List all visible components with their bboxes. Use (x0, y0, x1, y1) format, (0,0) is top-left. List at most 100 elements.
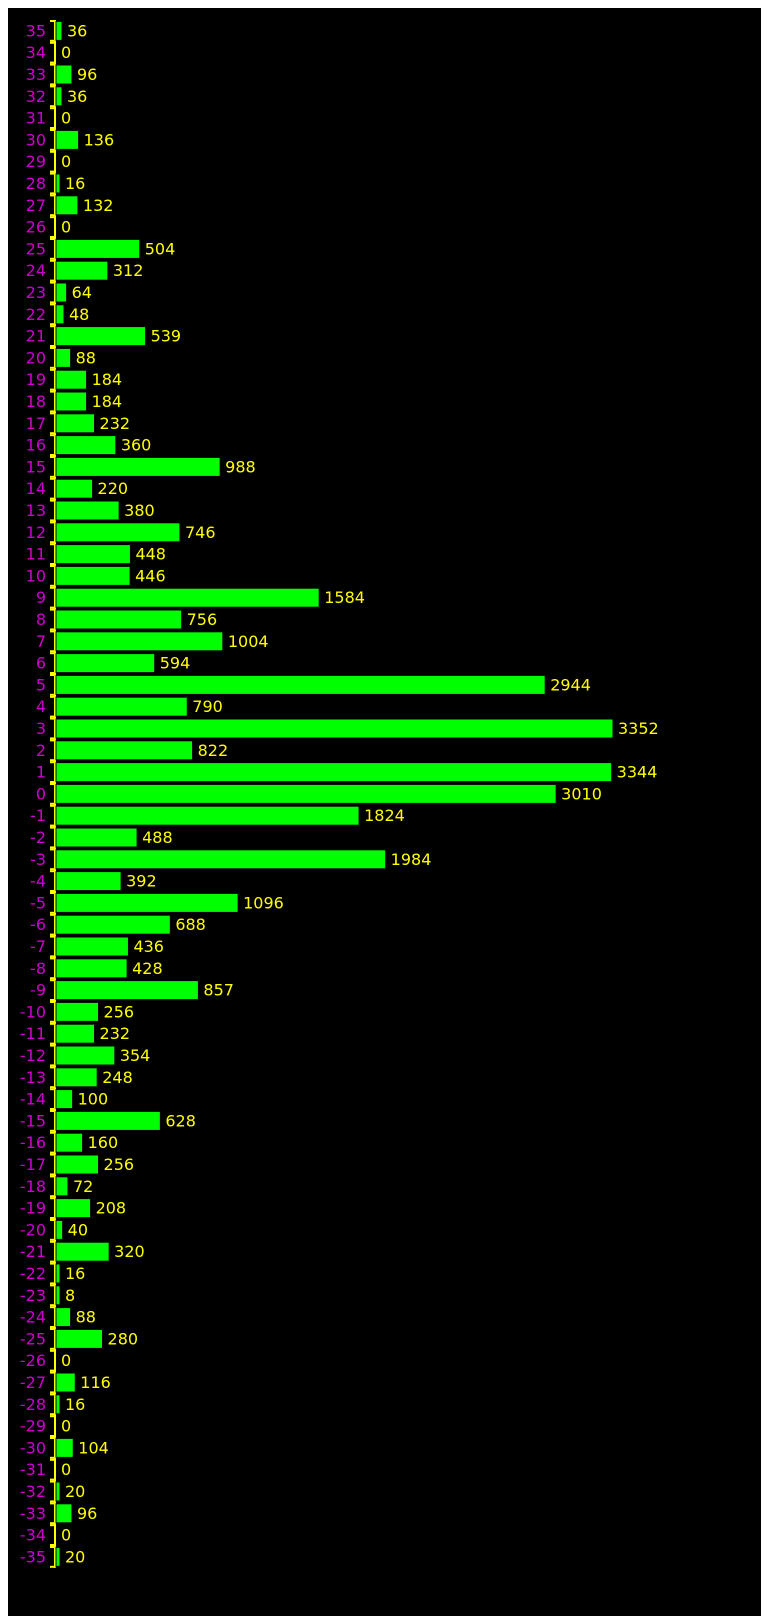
value-label: 988 (225, 457, 256, 476)
value-label: 1984 (391, 850, 432, 869)
value-label: 428 (132, 959, 163, 978)
bar (55, 195, 79, 216)
value-label: 320 (114, 1242, 145, 1261)
category-label: 34 (26, 43, 46, 62)
value-label: 628 (165, 1111, 196, 1130)
bar (55, 1372, 76, 1393)
category-label: -28 (20, 1395, 46, 1414)
category-label: -14 (20, 1090, 46, 1109)
category-label: -18 (20, 1177, 46, 1196)
value-label: 48 (69, 305, 89, 324)
value-label: 0 (61, 109, 71, 128)
value-label: 256 (104, 1002, 135, 1021)
value-label: 857 (203, 981, 234, 1000)
bar (55, 587, 320, 608)
category-label: -30 (20, 1438, 46, 1457)
value-label: 248 (102, 1068, 133, 1087)
bar (55, 674, 546, 695)
value-label: 312 (113, 261, 144, 280)
value-label: 392 (126, 872, 157, 891)
category-label: 11 (26, 545, 46, 564)
category-label: 27 (26, 196, 46, 215)
category-label: -19 (20, 1199, 46, 1218)
category-label: -31 (20, 1460, 46, 1479)
bar (55, 260, 109, 281)
bar (55, 391, 88, 412)
bar (55, 369, 88, 390)
category-label: 29 (26, 152, 46, 171)
category-label: 17 (26, 414, 46, 433)
bar (55, 718, 614, 739)
value-label: 539 (151, 327, 182, 346)
bar (55, 173, 61, 194)
bar (55, 413, 96, 434)
bar (55, 1154, 100, 1175)
bar (55, 64, 73, 85)
bar (55, 1110, 161, 1131)
category-label: 1 (36, 763, 46, 782)
bar (55, 238, 141, 259)
category-label: -35 (20, 1547, 46, 1566)
bar (55, 805, 360, 826)
category-label: -32 (20, 1482, 46, 1501)
bar (55, 740, 194, 761)
category-label: 31 (26, 109, 46, 128)
bar (55, 86, 63, 107)
category-label: 3 (36, 719, 46, 738)
category-label: 4 (36, 697, 46, 716)
value-label: 0 (61, 43, 71, 62)
category-label: -15 (20, 1111, 46, 1130)
bar (55, 631, 224, 652)
bar (55, 1437, 74, 1458)
category-label: 10 (26, 566, 46, 585)
category-label: -13 (20, 1068, 46, 1087)
bar (55, 1023, 96, 1044)
value-label: 1824 (364, 806, 405, 825)
bar (55, 1241, 110, 1262)
bar (55, 1503, 73, 1524)
value-label: 88 (76, 348, 96, 367)
bar (55, 849, 387, 870)
value-label: 96 (77, 65, 97, 84)
value-label: 0 (61, 152, 71, 171)
value-label: 100 (78, 1090, 109, 1109)
category-label: -23 (20, 1286, 46, 1305)
bar (55, 783, 557, 804)
bar (55, 500, 120, 521)
value-label: 3344 (617, 763, 658, 782)
bar (55, 544, 131, 565)
bar (55, 456, 221, 477)
bar (55, 871, 122, 892)
category-label: 20 (26, 348, 46, 367)
bar (55, 1328, 104, 1349)
category-label: -29 (20, 1417, 46, 1436)
value-label: 64 (72, 283, 92, 302)
value-label: 446 (135, 566, 166, 585)
chart-panel: 35 36 34 0 33 96 32 36 31 0 30 136 29 0 28 16 27 132 26 0 25… (8, 8, 761, 1616)
category-label: 25 (26, 239, 46, 258)
category-label: 7 (36, 632, 46, 651)
bar (55, 1089, 74, 1110)
value-label: 184 (92, 370, 123, 389)
category-label: -10 (20, 1002, 46, 1021)
value-label: 504 (145, 239, 176, 258)
value-label: 354 (120, 1046, 151, 1065)
value-label: 746 (185, 523, 216, 542)
category-label: -7 (30, 937, 46, 956)
value-label: 436 (133, 937, 164, 956)
value-label: 360 (121, 436, 152, 455)
category-label: -17 (20, 1155, 46, 1174)
category-label: 35 (26, 21, 46, 40)
bar (55, 1132, 84, 1153)
value-label: 40 (68, 1220, 88, 1239)
value-label: 184 (92, 392, 123, 411)
value-label: 220 (98, 479, 129, 498)
category-label: 16 (26, 436, 46, 455)
bar (55, 827, 138, 848)
category-label: 19 (26, 370, 46, 389)
bar (55, 1394, 61, 1415)
value-label: 36 (67, 87, 87, 106)
category-label: -27 (20, 1373, 46, 1392)
category-label: -26 (20, 1351, 46, 1370)
bar (55, 1001, 100, 1022)
